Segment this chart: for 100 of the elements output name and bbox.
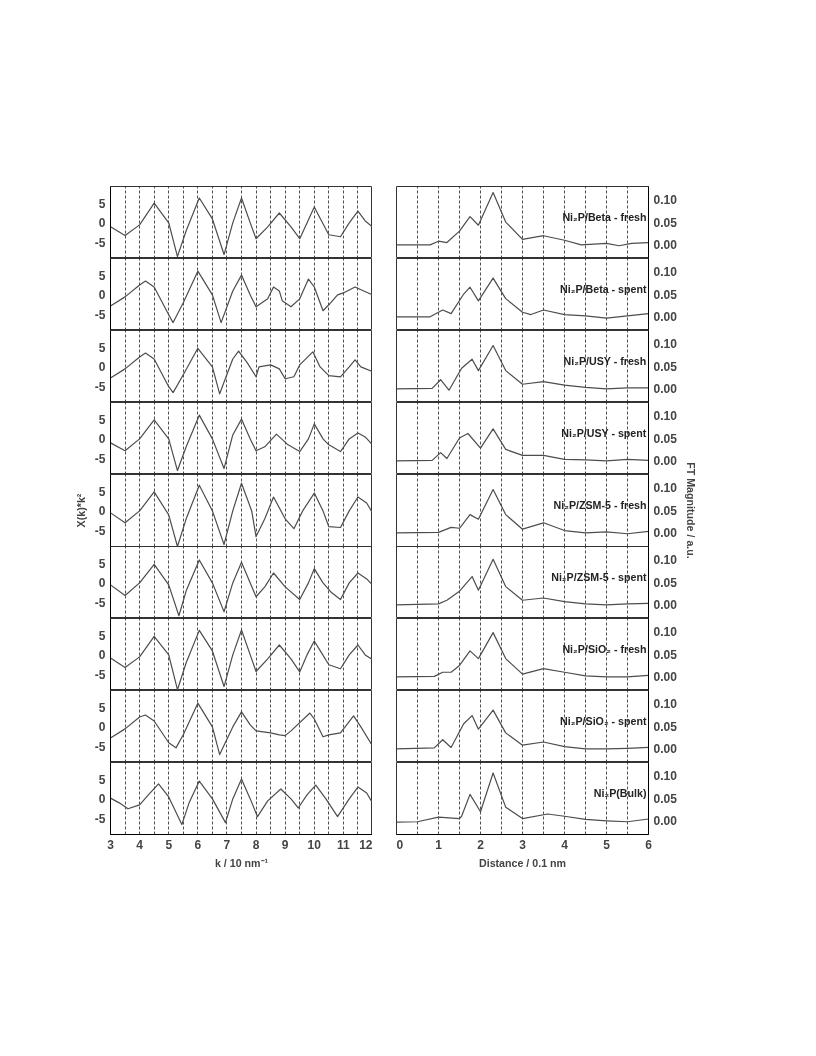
- y-tick-label: 0.00: [653, 814, 678, 829]
- line-series: [396, 709, 649, 750]
- y-tick-label: -5: [94, 668, 106, 683]
- y-tick-label: 0.00: [653, 382, 678, 397]
- line-series: [110, 629, 372, 690]
- y-tick-label: 0.10: [653, 552, 678, 567]
- x-tick-label: 5: [603, 837, 611, 852]
- x-tick-label: 3: [107, 837, 115, 852]
- annotation: Ni₂P/USY - fresh: [563, 354, 647, 367]
- annotation: Ni₂P(Bulk): [593, 786, 647, 799]
- y-tick-label: 0: [98, 648, 106, 663]
- y-tick-label: 0.10: [653, 336, 678, 351]
- y-tick-label: -5: [94, 452, 106, 467]
- x-tick-label: 9: [281, 837, 289, 852]
- x-tick-label: 8: [252, 837, 260, 852]
- y-tick-label: 0.00: [653, 670, 678, 685]
- y-tick-label: -5: [94, 524, 106, 539]
- x-tick-label: 0: [396, 837, 404, 852]
- y-tick-label: 0.10: [653, 264, 678, 279]
- line-series: [110, 197, 372, 258]
- y-tick-label: 5: [98, 484, 106, 499]
- annotation: Ni₂P/Beta - fresh: [562, 210, 647, 223]
- y-tick-label: 0.00: [653, 598, 678, 613]
- x-tick-label: 2: [477, 837, 485, 852]
- y-tick-label: -5: [94, 596, 106, 611]
- y-tick-label: 0: [98, 792, 106, 807]
- x-tick-label: 4: [136, 837, 144, 852]
- line-series: [396, 558, 649, 606]
- y-tick-label: 0.05: [653, 719, 678, 734]
- y-tick-label: 0.10: [653, 192, 678, 207]
- annotation: Ni₂P/USY - spent: [561, 426, 647, 439]
- y-axis-title: X(k)*k²: [74, 493, 87, 528]
- y-tick-label: 0.10: [653, 480, 678, 495]
- line-series: [110, 270, 372, 324]
- line-series: [396, 277, 649, 319]
- y-tick-label: -5: [94, 380, 106, 395]
- y-tick-label: -5: [94, 308, 106, 323]
- line-series: [110, 414, 372, 472]
- y-tick-label: 0.05: [653, 503, 678, 518]
- x-tick-label: 6: [645, 837, 653, 852]
- x-tick-label: 1: [435, 837, 443, 852]
- line-series: [396, 488, 649, 535]
- y-tick-label: 0.00: [653, 526, 678, 541]
- y-tick-label: 5: [98, 412, 106, 427]
- y-tick-label: 0: [98, 360, 106, 375]
- y-tick-label: 5: [98, 628, 106, 643]
- y-tick-label: 0.10: [653, 624, 678, 639]
- y-tick-label: 0: [98, 216, 106, 231]
- y-tick-label: 0: [98, 720, 106, 735]
- x-tick-label: 5: [165, 837, 173, 852]
- annotation: Ni₂P/SiO₂ - fresh: [562, 642, 647, 655]
- x-tick-label: 4: [561, 837, 569, 852]
- x-tick-label: 11: [337, 837, 351, 852]
- x-tick-label: 10: [307, 837, 322, 852]
- line-series: [396, 344, 649, 391]
- y-tick-label: 0.05: [653, 431, 678, 446]
- y-tick-label: -5: [94, 740, 106, 755]
- y-tick-label: 0.05: [653, 647, 678, 662]
- line-series: [110, 702, 372, 756]
- line-series: [396, 772, 649, 823]
- y-tick-label: 5: [98, 700, 106, 715]
- line-series: [396, 428, 649, 462]
- y-tick-label: 0.05: [653, 791, 678, 806]
- y-tick-label: 0: [98, 576, 106, 591]
- annotation: Ni₂P/Beta - spent: [560, 282, 647, 295]
- line-series: [110, 559, 372, 617]
- y-axis-title: FT Magnitude / a.u.: [684, 462, 697, 559]
- annotation: Ni₂P/ZSM-5 - fresh: [553, 498, 647, 511]
- x-tick-label: 7: [223, 837, 231, 852]
- y-tick-label: 0.10: [653, 408, 678, 423]
- y-tick-label: 0: [98, 504, 106, 519]
- x-axis-title: k / 10 nm⁻¹: [214, 856, 269, 869]
- y-tick-label: 0.00: [653, 742, 678, 757]
- x-tick-label: 3: [519, 837, 527, 852]
- y-tick-label: 0.00: [653, 454, 678, 469]
- annotation: Ni₂P/ZSM-5 - spent: [551, 570, 647, 583]
- y-tick-label: 5: [98, 772, 106, 787]
- y-tick-label: 0: [98, 288, 106, 303]
- x-tick-label: 6: [194, 837, 202, 852]
- line-series: [396, 191, 649, 247]
- y-tick-label: 0.00: [653, 238, 678, 253]
- annotation: Ni₂P/SiO₂ - spent: [560, 714, 647, 727]
- x-axis-title: Distance / 0.1 nm: [478, 856, 567, 869]
- y-tick-label: 0.10: [653, 696, 678, 711]
- line-series: [110, 482, 372, 547]
- y-tick-label: 0.05: [653, 287, 678, 302]
- y-tick-label: 0.10: [653, 768, 678, 783]
- y-tick-label: 5: [98, 340, 106, 355]
- y-tick-label: 5: [98, 196, 106, 211]
- y-tick-label: 0.00: [653, 310, 678, 325]
- x-tick-label: 12: [359, 837, 373, 852]
- line-series: [110, 778, 372, 826]
- y-tick-label: 0: [98, 432, 106, 447]
- y-tick-label: 5: [98, 556, 106, 571]
- line-series: [110, 347, 372, 395]
- line-series: [396, 632, 649, 678]
- y-tick-label: 5: [98, 268, 106, 283]
- y-tick-label: -5: [94, 812, 106, 827]
- y-tick-label: -5: [94, 236, 106, 251]
- y-tick-label: 0.05: [653, 359, 678, 374]
